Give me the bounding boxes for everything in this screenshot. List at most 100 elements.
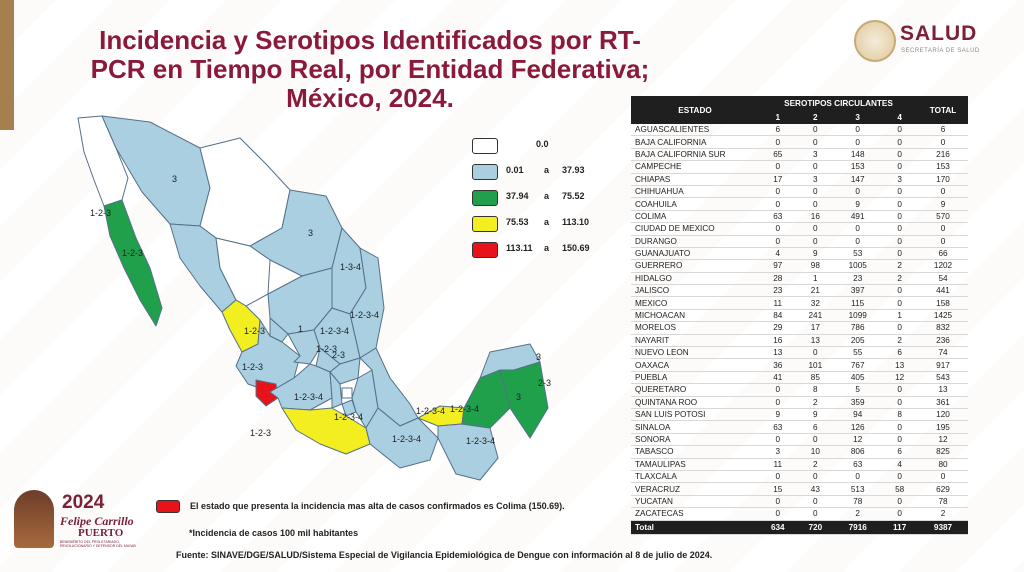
serotype-cell: 0 [796, 135, 835, 149]
serotype-table: ESTADO SEROTIPOS CIRCULANTES TOTAL 1 2 3… [631, 96, 968, 542]
serotype-cell: 0 [881, 470, 918, 484]
total-cell: 0 [918, 222, 968, 236]
legend-sep: a [544, 165, 550, 175]
serotype-cell: 2 [881, 272, 918, 286]
serotype-cell: 13 [796, 334, 835, 348]
map-label: 1-2-3-4 [334, 412, 363, 422]
table-row: CIUDAD DE MEXICO 0 0 0 0 0 [631, 222, 968, 236]
state-name-cell: BAJA CALIFORNIA SUR [631, 148, 759, 162]
serotype-cell: 0 [881, 396, 918, 410]
total-cell: 0 [918, 470, 968, 484]
legend-swatch [472, 164, 498, 180]
state-name-cell: PUEBLA [631, 371, 759, 385]
map-label: 1-2-3 [90, 208, 111, 218]
felipe-carrillo-puerto-logo: 2024 Felipe Carrillo PUERTO BENEMÉRITO D… [14, 490, 144, 552]
table-row: COAHUILA 0 0 9 0 9 [631, 197, 968, 211]
legend-to: 0.0 [536, 139, 549, 149]
state-name-cell: CIUDAD DE MEXICO [631, 222, 759, 236]
serotype-cell: 147 [834, 173, 882, 186]
serotype-cell: 6 [759, 124, 797, 137]
total-cell: 1425 [918, 309, 968, 323]
serotype-cell: 0 [881, 160, 918, 174]
total-cell: 78 [918, 495, 968, 509]
table-row: MORELOS 29 17 786 0 832 [631, 321, 968, 335]
state-name-cell: VERACRUZ [631, 482, 759, 496]
state-chiapas [437, 423, 499, 481]
serotype-cell: 0 [834, 185, 882, 199]
serotype-cell: 13 [881, 358, 918, 372]
total-cell: 441 [918, 284, 968, 298]
serotype-cell: 97 [759, 259, 797, 273]
legend-swatch [472, 216, 498, 232]
serotype-cell: 148 [834, 148, 882, 162]
serotype-cell: 767 [834, 358, 882, 372]
serotype-cell: 6 [881, 346, 918, 360]
header-sero-2: 2 [796, 110, 835, 124]
serotype-cell: 397 [834, 284, 882, 298]
serotype-cell: 359 [834, 396, 882, 410]
serotype-cell: 0 [881, 420, 918, 434]
serotype-cell: 0 [759, 185, 797, 199]
serotype-cell: 241 [796, 309, 835, 323]
state-name-cell: TAMAULIPAS [631, 458, 759, 471]
total-cell: 66 [918, 247, 968, 261]
serotype-cell: 9 [796, 408, 835, 422]
serotype-cell: 85 [796, 371, 835, 385]
mexico-map: 3 1-2-3 1-2-3 3 1-3-4 1-2-3-4 1-2-3-4 1-… [77, 115, 551, 481]
source-note: Fuente: SINAVE/DGE/SALUD/Sistema Especia… [176, 550, 713, 560]
serotype-cell: 63 [834, 458, 882, 471]
map-label: 3 [172, 174, 177, 184]
serotype-cell: 3 [759, 445, 797, 459]
legend-row: 37.94 a 75.52 [472, 188, 592, 210]
total-cell: 832 [918, 321, 968, 335]
salud-logo-text: SALUD [900, 22, 978, 45]
serotype-cell: 0 [834, 470, 882, 484]
serotype-cell: 405 [834, 371, 882, 385]
total-cell: 0 [918, 185, 968, 199]
legend-to: 150.69 [562, 243, 590, 253]
legend-from: 75.53 [506, 217, 529, 227]
serotype-cell: 2 [834, 507, 882, 521]
legend-from: 113.11 [506, 243, 533, 253]
serotype-cell: 0 [796, 124, 835, 137]
serotype-cell: 8 [796, 383, 835, 397]
serotype-cell: 43 [796, 482, 835, 496]
total-cell: 236 [918, 334, 968, 348]
total-cell: 917 [918, 358, 968, 372]
portrait-icon [14, 490, 54, 548]
state-name-cell: SINALOA [631, 420, 759, 434]
table-total-row: Total 634 720 7916 117 9387 [631, 520, 968, 535]
state-name-cell: YUCATAN [631, 495, 759, 509]
serotype-cell: 0 [759, 160, 797, 174]
map-label: 1-2-3-4 [392, 434, 421, 444]
serotype-cell: 0 [759, 235, 797, 248]
serotype-cell: 0 [796, 433, 835, 447]
total-cell: 120 [918, 408, 968, 422]
total-cell: 80 [918, 458, 968, 471]
table-row: YUCATAN 0 0 78 0 78 [631, 495, 968, 509]
map-label: 1-2-3-4 [350, 310, 379, 320]
serotype-cell: 0 [759, 396, 797, 410]
serotype-cell: 1005 [834, 259, 882, 273]
serotype-cell: 78 [834, 495, 882, 509]
legend-sep: a [544, 243, 550, 253]
total-cell: 13 [918, 383, 968, 397]
table-row: NAYARIT 16 13 205 2 236 [631, 334, 968, 348]
serotype-cell: 98 [796, 259, 835, 273]
serotype-cell: 0 [759, 383, 797, 397]
serotype-cell: 0 [759, 222, 797, 236]
state-name-cell: GUANAJUATO [631, 247, 759, 261]
total-cell: 195 [918, 420, 968, 434]
serotype-cell: 94 [834, 408, 882, 422]
total-cell: 361 [918, 396, 968, 410]
serotype-cell: 3 [796, 173, 835, 186]
logo-name-2: PUERTO [78, 527, 124, 539]
total-cell: 1202 [918, 259, 968, 273]
serotype-cell: 0 [881, 495, 918, 509]
serotype-cell: 29 [759, 321, 797, 335]
table-row: SAN LUIS POTOSI 9 9 94 8 120 [631, 408, 968, 422]
state-name-cell: HIDALGO [631, 272, 759, 286]
salud-logo-subtext: SECRETARÍA DE SALUD [901, 48, 980, 54]
map-legend: 0.0 0.01 a 37.93 37.94 a 75.52 75.53 a 1… [472, 136, 592, 266]
serotype-cell: 1099 [834, 309, 882, 323]
